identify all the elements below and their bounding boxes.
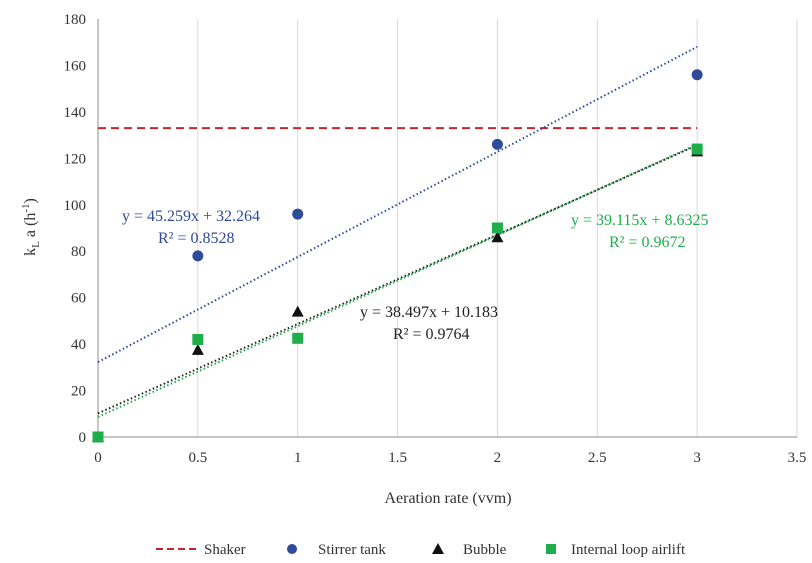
y-tick-label: 180: [64, 12, 87, 28]
y-tick-label: 40: [71, 337, 86, 353]
point-airlift: [691, 143, 703, 155]
grid: [197, 19, 798, 437]
x-tick-label: 0: [94, 450, 102, 466]
y-tick-label: 0: [79, 430, 87, 446]
y-axis-title-main: k: [22, 248, 39, 256]
legend: Shaker Stirrer tank Bubble Internal loop…: [156, 542, 686, 558]
trendlines: [97, 45, 698, 418]
point-airlift: [491, 222, 503, 234]
point-stirrer: [292, 208, 304, 220]
point-airlift: [92, 431, 104, 443]
point-bubble: [491, 231, 504, 243]
point-stirrer: [691, 69, 703, 81]
annotation-stirrer-eq: y = 45.259x + 32.264: [122, 208, 260, 225]
legend-item-bubble: Bubble: [432, 542, 507, 558]
annotation-airlift-eq: y = 39.115x + 8.6325: [571, 212, 708, 229]
y-tick-label: 60: [71, 291, 86, 307]
legend-stirrer-swatch: [287, 544, 297, 554]
annotation-stirrer: y = 45.259x + 32.264 R² = 0.8528: [122, 208, 260, 247]
y-tick-label: 100: [64, 198, 87, 214]
trendline-1: [97, 45, 698, 363]
axes: [97, 19, 797, 438]
legend-bubble-swatch: [432, 543, 444, 554]
y-axis-title-tail: ): [22, 198, 39, 203]
annotation-bubble-r2: R² = 0.9764: [393, 326, 470, 343]
annotation-stirrer-r2: R² = 0.8528: [158, 230, 235, 247]
point-bubble: [191, 343, 204, 355]
annotation-airlift-r2: R² = 0.9672: [609, 234, 686, 251]
trendline-2: [97, 144, 698, 415]
annotation-bubble-eq: y = 38.497x + 10.183: [360, 304, 498, 321]
point-bubble: [291, 305, 304, 317]
x-tick-label: 1: [294, 450, 302, 466]
annotation-bubble: y = 38.497x + 10.183 R² = 0.9764: [360, 304, 498, 343]
y-axis-title-sup: -1: [20, 203, 32, 212]
x-tick-label: 3: [693, 450, 701, 466]
tick-labels: 0 0.5 1 1.5 2 2.5 3 3.5 0 20 40 60 80 100 120 140 160 180: [64, 12, 807, 466]
x-tick-label: 1.5: [388, 450, 407, 466]
legend-airlift-swatch: [546, 544, 556, 554]
legend-airlift-label: Internal loop airlift: [571, 542, 686, 558]
y-tick-label: 20: [71, 384, 86, 400]
y-axis-title-mid: a (h: [22, 213, 39, 241]
legend-bubble-label: Bubble: [463, 542, 507, 558]
x-tick-label: 0.5: [188, 450, 207, 466]
point-stirrer: [491, 138, 503, 150]
x-axis-title: Aeration rate (vvm): [384, 490, 511, 507]
legend-stirrer-label: Stirrer tank: [318, 542, 386, 558]
y-tick-label: 120: [64, 151, 87, 167]
legend-item-airlift: Internal loop airlift: [546, 542, 686, 558]
legend-item-stirrer: Stirrer tank: [287, 542, 386, 558]
point-airlift: [292, 332, 304, 344]
trendline-3: [97, 143, 698, 418]
legend-shaker-label: Shaker: [204, 542, 246, 558]
point-stirrer: [192, 250, 204, 262]
x-tick-label: 3.5: [788, 450, 807, 466]
legend-item-shaker: Shaker: [156, 542, 246, 558]
y-axis-title-sub: L: [30, 241, 42, 248]
x-tick-label: 2.5: [588, 450, 607, 466]
data-marks: [92, 69, 704, 443]
annotation-airlift: y = 39.115x + 8.6325 R² = 0.9672: [571, 212, 708, 251]
y-tick-label: 140: [64, 105, 87, 121]
y-tick-label: 80: [71, 244, 86, 260]
x-tick-label: 2: [494, 450, 502, 466]
point-airlift: [192, 333, 204, 345]
y-tick-label: 160: [64, 58, 87, 74]
y-axis-title: kL a (h-1): [20, 198, 42, 256]
